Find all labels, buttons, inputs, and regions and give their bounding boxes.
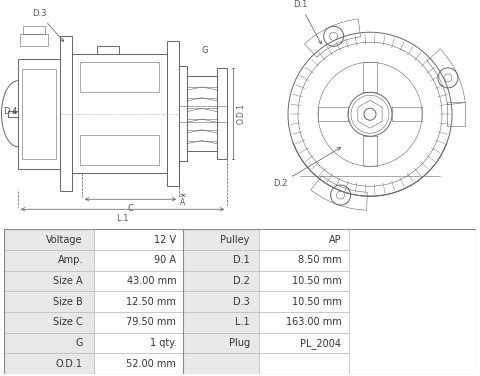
Bar	[183, 229, 259, 250]
Bar	[4, 291, 94, 312]
Text: 79.50 mm: 79.50 mm	[126, 317, 176, 327]
Text: 10.50 mm: 10.50 mm	[292, 276, 341, 286]
Bar	[4, 312, 94, 333]
Bar	[187, 76, 217, 151]
Text: Size B: Size B	[53, 297, 83, 307]
Bar	[183, 250, 259, 271]
Bar	[167, 41, 179, 186]
Text: L.1: L.1	[235, 317, 250, 327]
Bar	[94, 333, 183, 353]
Bar	[259, 291, 348, 312]
Text: 90 A: 90 A	[154, 255, 176, 265]
Text: 43.00 mm: 43.00 mm	[127, 276, 176, 286]
Text: D.1: D.1	[233, 255, 250, 265]
Text: G: G	[75, 338, 83, 348]
Bar	[23, 26, 45, 34]
Text: Size A: Size A	[53, 276, 83, 286]
Text: AP: AP	[329, 235, 341, 245]
Bar	[94, 312, 183, 333]
Text: A: A	[180, 198, 186, 207]
Bar	[4, 250, 94, 271]
Bar	[80, 135, 159, 165]
Text: 1 qty.: 1 qty.	[149, 338, 176, 348]
Bar	[179, 66, 187, 161]
Bar	[18, 59, 60, 169]
Bar	[22, 69, 56, 159]
Bar	[4, 353, 94, 374]
Bar	[183, 291, 259, 312]
Text: D.1: D.1	[293, 0, 321, 44]
Bar	[259, 271, 348, 291]
Text: L.1: L.1	[116, 214, 129, 223]
Text: O.D.1: O.D.1	[237, 103, 246, 124]
Bar	[259, 312, 348, 333]
Bar	[20, 34, 48, 46]
Text: 8.50 mm: 8.50 mm	[298, 255, 341, 265]
Text: D.2: D.2	[233, 276, 250, 286]
Text: 12.50 mm: 12.50 mm	[126, 297, 176, 307]
Text: Plug: Plug	[228, 338, 250, 348]
Text: 10.50 mm: 10.50 mm	[292, 297, 341, 307]
Text: D.3: D.3	[233, 297, 250, 307]
Bar	[183, 353, 259, 374]
Text: PL_2004: PL_2004	[300, 338, 341, 349]
Text: C: C	[128, 204, 133, 213]
Text: 12 V: 12 V	[154, 235, 176, 245]
Bar	[259, 353, 348, 374]
Bar	[259, 229, 348, 250]
Text: O.D.1: O.D.1	[56, 359, 83, 369]
Text: Pulley: Pulley	[220, 235, 250, 245]
Bar	[217, 68, 227, 159]
Bar	[183, 271, 259, 291]
Bar	[94, 353, 183, 374]
Text: 52.00 mm: 52.00 mm	[126, 359, 176, 369]
Bar	[94, 229, 183, 250]
Bar	[94, 250, 183, 271]
Text: D.4: D.4	[3, 107, 17, 116]
Bar	[60, 36, 72, 191]
Bar	[72, 54, 167, 173]
Bar	[94, 291, 183, 312]
Bar	[259, 250, 348, 271]
Text: D.2: D.2	[273, 147, 341, 188]
Text: G: G	[202, 46, 208, 55]
Bar	[80, 62, 159, 92]
Bar	[4, 333, 94, 353]
Text: Voltage: Voltage	[46, 235, 83, 245]
Bar	[259, 333, 348, 353]
Text: Size C: Size C	[53, 317, 83, 327]
Bar	[94, 271, 183, 291]
Text: 163.00 mm: 163.00 mm	[286, 317, 341, 327]
Bar	[447, 102, 465, 126]
Bar	[4, 229, 94, 250]
Bar	[4, 271, 94, 291]
Text: Amp.: Amp.	[58, 255, 83, 265]
Text: D.3: D.3	[32, 9, 64, 42]
Bar	[183, 333, 259, 353]
Bar	[183, 312, 259, 333]
